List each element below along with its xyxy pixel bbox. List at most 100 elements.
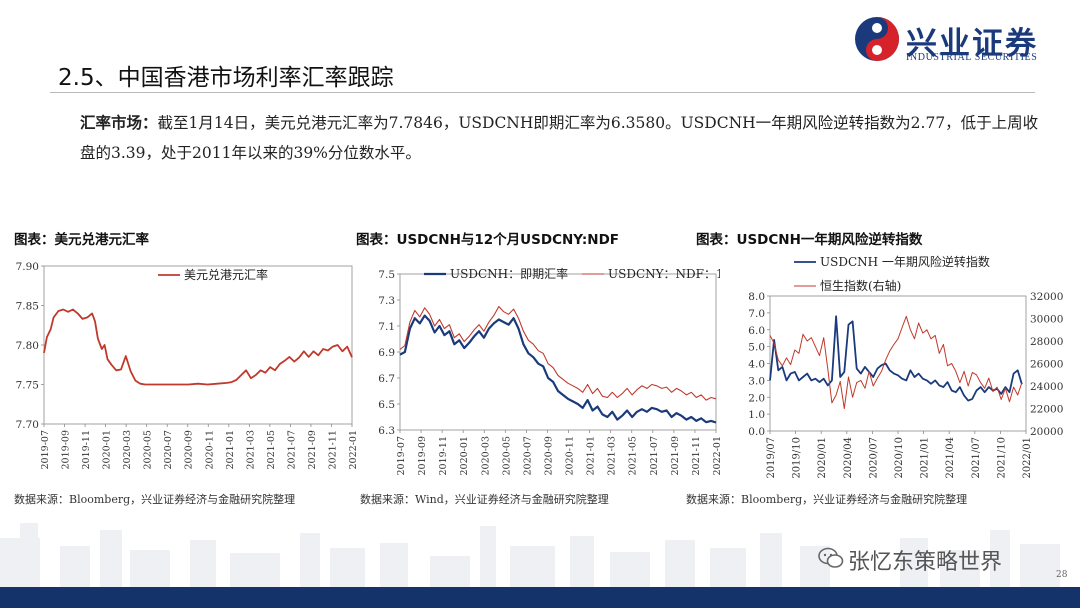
chart3-risk-reversal: 8.0 7.0 6.0 5.0 4.0 3.0 2.0 1.0 0.0 32000 30000 280…: [748, 254, 1063, 479]
chart3-xtick-label: 2019/10: [792, 437, 803, 479]
chart3-y2tick-label: 20000: [1030, 426, 1063, 438]
chart3-xtick-label: 2021/04: [945, 437, 956, 479]
chart2-xtick-label: 2020-03: [480, 436, 491, 475]
chart3-xtick-label: 2021/10: [996, 437, 1007, 479]
chart3-y2tick-label: 28000: [1030, 336, 1063, 348]
chart2-xtick-label: 2021-05: [628, 436, 639, 475]
chart2-xtick-label: 2021-09: [670, 436, 681, 475]
chart1-xtick-label: 2021-05: [266, 430, 277, 469]
chart3-series-line-1: [769, 315, 1023, 402]
chart1-ytick-label: 7.75: [16, 380, 39, 392]
chart2-series-line-2: [399, 305, 717, 401]
chart3-ytick-label: 4.0: [748, 359, 765, 371]
chart3-xtick-label: 2019/07: [766, 437, 777, 479]
chart1-xtick-label: 2020-03: [122, 430, 133, 469]
chart2-xtick-label: 2019-11: [438, 436, 449, 475]
chart1-legend-label-1: 美元兑港元汇率: [184, 267, 268, 282]
chart1-xtick-label: 2019-11: [81, 430, 92, 469]
chart3-ytick-label: 7.0: [748, 308, 765, 320]
chart3-xtick-label: 2022/01: [1022, 437, 1033, 479]
chart3-xtick-label: 2020/10: [894, 437, 905, 479]
chart3-y2tick-label: 30000: [1030, 314, 1063, 326]
chart3-source: 数据来源：Bloomberg，兴业证券经济与金融研究院整理: [686, 493, 968, 506]
chart2-legend-label-1: USDCNH：即期汇率: [450, 266, 568, 281]
footer-bar: [0, 587, 1080, 608]
chart1-xtick-label: 2020-11: [204, 430, 215, 469]
chart2-xtick-label: 2021-01: [586, 436, 597, 475]
chart1-source: 数据来源：Bloomberg，兴业证券经济与金融研究院整理: [14, 493, 296, 506]
chart1-ytick-label: 7.85: [16, 301, 39, 313]
page-title: 2.5、中国香港市场利率汇率跟踪: [58, 65, 394, 91]
chart3-ytick-label: 3.0: [748, 375, 765, 387]
chart2-xtick-label: 2020-11: [565, 436, 576, 475]
chart1-xtick-label: 2022-01: [348, 430, 359, 469]
title-divider: [50, 92, 1035, 93]
chart2-xtick-label: 2020-09: [543, 436, 554, 475]
chart1-xtick-label: 2021-03: [245, 430, 256, 469]
chart3-legend-label-2: 恒生指数(右轴): [820, 278, 901, 293]
chart3-y2tick-label: 24000: [1030, 381, 1063, 393]
chart3-y2tick-label: 22000: [1030, 404, 1063, 416]
page-number: 28: [1056, 570, 1068, 580]
chart2-ytick-label: 7.1: [378, 321, 395, 333]
chart3-xtick-label: 2020/07: [868, 437, 879, 479]
chart3-xtick-label: 2020/01: [817, 437, 828, 479]
chart3-ytick-label: 1.0: [748, 409, 765, 421]
chart1-series-line-1: [43, 308, 353, 386]
wechat-icon: [818, 547, 844, 568]
chart2-ytick-label: 7.3: [378, 295, 395, 307]
chart3-title: 图表：USDCNH一年期风险逆转指数: [696, 232, 923, 248]
brand-name-cn: 兴业证券: [906, 26, 1038, 62]
chart2-xtick-label: 2020-07: [522, 436, 533, 475]
chart2-xtick-label: 2021-03: [607, 436, 618, 475]
chart3-xtick-label: 2021/01: [920, 437, 931, 479]
chart3-ytick-label: 6.0: [748, 325, 765, 337]
chart2-legend-label-2: USDCNY：NDF：1年: [608, 267, 720, 281]
chart1-xtick-label: 2020-09: [184, 430, 195, 469]
chart2-source: 数据来源：Wind，兴业证券经济与金融研究院整理: [360, 493, 609, 506]
watermark-text: 张忆东策略世界: [848, 550, 1003, 575]
chart2-xtick-label: 2021-11: [691, 436, 702, 475]
chart2-ytick-label: 6.7: [378, 373, 395, 385]
summary-paragraph: 汇率市场：截至1月14日，美元兑港元汇率为7.7846，USDCNH即期汇率为6…: [80, 108, 1040, 168]
chart3-y2tick-label: 32000: [1030, 291, 1063, 303]
chart3-ytick-label: 8.0: [748, 291, 765, 303]
chart3-y2tick-label: 26000: [1030, 359, 1063, 371]
summary-text: 截至1月14日，美元兑港元汇率为7.7846，USDCNH即期汇率为6.3580…: [80, 114, 1039, 162]
chart2-xtick-label: 2020-05: [501, 436, 512, 475]
chart1-xtick-label: 2019-09: [61, 430, 72, 469]
chart3-plot-frame: [769, 295, 1027, 432]
chart2-xtick-label: 2020-01: [459, 436, 470, 475]
chart2-ytick-label: 6.3: [378, 425, 395, 437]
chart3-ytick-label: 5.0: [748, 342, 765, 354]
chart2-ytick-label: 6.5: [378, 399, 395, 411]
chart1-xtick-label: 2021-11: [327, 430, 338, 469]
chart3-legend-label-1: USDCNH 一年期风险逆转指数: [820, 254, 990, 269]
chart2-xtick-label: 2022-01: [712, 436, 720, 475]
chart3-series-line-2: [769, 315, 1023, 409]
chart1-xtick-label: 2021-07: [286, 430, 297, 469]
chart1-xtick-label: 2021-09: [307, 430, 318, 469]
chart2-plot-frame: [399, 273, 717, 431]
chart3-ytick-label: 0.0: [748, 426, 765, 438]
chart2-title: 图表：USDCNH与12个月USDCNY:NDF: [356, 232, 620, 248]
chart3-ytick-label: 2.0: [748, 392, 765, 404]
chart1-xtick-label: 2020-07: [163, 430, 174, 469]
chart1-ytick-label: 7.90: [16, 261, 39, 273]
brand-name-en: INDUSTRIAL SECURITIES: [906, 52, 1038, 63]
chart3-xtick-label: 2021/07: [971, 437, 982, 479]
chart1-xtick-label: 2020-01: [102, 430, 113, 469]
summary-lead: 汇率市场：: [80, 113, 158, 132]
chart2-ytick-label: 7.5: [378, 269, 395, 281]
chart1-xtick-label: 2019-07: [40, 430, 51, 469]
chart3-xtick-label: 2020/04: [843, 437, 854, 479]
chart2-xtick-label: 2019-07: [396, 436, 407, 475]
skyline-decoration: [0, 523, 1060, 588]
chart1-xtick-label: 2021-01: [225, 430, 236, 469]
chart2-series-line-1: [399, 314, 717, 424]
chart1-xtick-label: 2020-05: [143, 430, 154, 469]
chart1-plot-frame: [43, 265, 353, 425]
brand-logo-icon: [855, 17, 899, 61]
